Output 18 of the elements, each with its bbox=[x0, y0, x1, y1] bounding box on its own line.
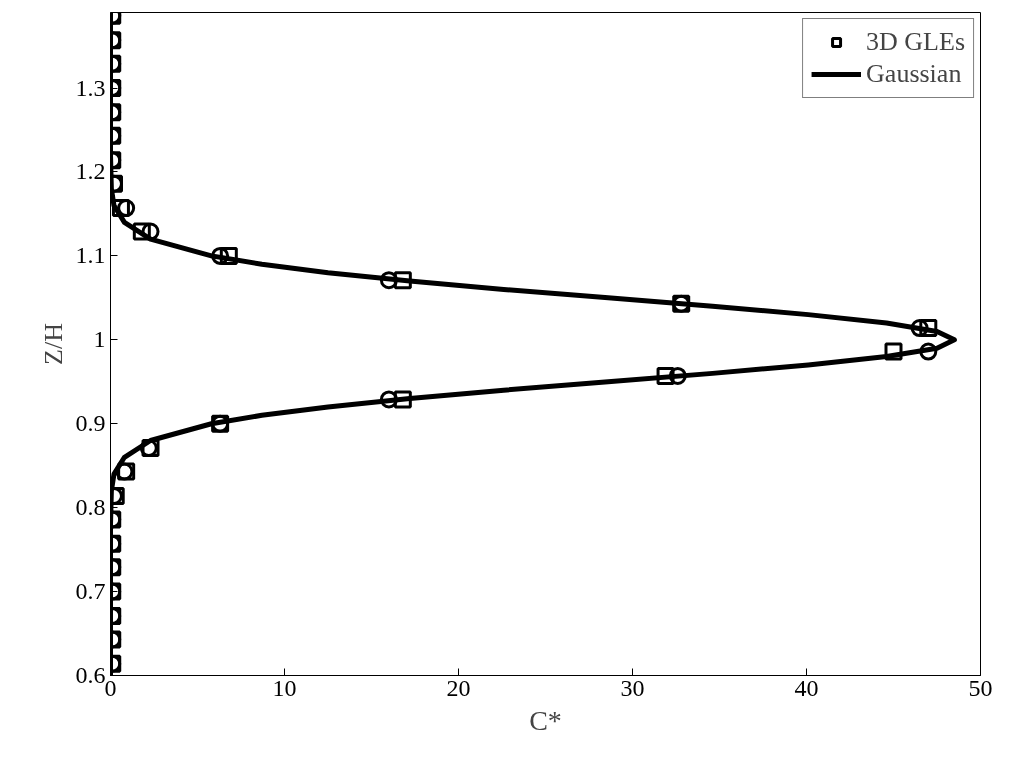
x-tick-label: 40 bbox=[794, 674, 819, 701]
y-tick-label: 0.9 bbox=[75, 410, 106, 437]
y-tick-label: 1.1 bbox=[75, 242, 106, 269]
y-tick-label: 0.6 bbox=[75, 662, 106, 688]
y-tick-label: 0.7 bbox=[75, 578, 106, 605]
y-tick-label: 0.8 bbox=[75, 494, 106, 521]
x-axis-title: C* bbox=[529, 704, 562, 736]
y-tick-label: 1.3 bbox=[75, 74, 106, 101]
x-tick-label: 30 bbox=[620, 674, 645, 701]
legend-label: Gaussian bbox=[866, 59, 962, 89]
y-axis-title: Z/H bbox=[38, 322, 68, 365]
x-tick-label: 10 bbox=[272, 674, 297, 701]
x-tick-label: 0 bbox=[104, 674, 117, 701]
x-tick-label: 20 bbox=[446, 674, 471, 701]
x-tick-label: 50 bbox=[968, 674, 993, 701]
y-tick-label: 1 bbox=[93, 326, 106, 353]
y-tick-label: 1.2 bbox=[75, 158, 106, 185]
legend-label: 3D GLEs bbox=[866, 27, 965, 57]
